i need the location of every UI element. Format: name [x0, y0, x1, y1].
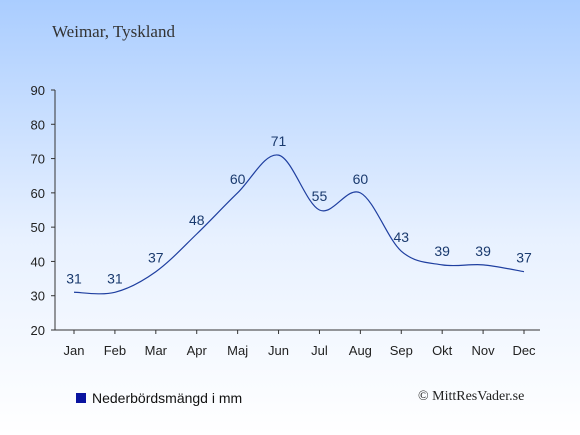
y-tick-label-40: 40 [31, 254, 45, 269]
credit-text: © MittResVader.se [418, 389, 525, 404]
x-tick-label-Okt: Okt [432, 343, 453, 358]
x-tick-label-Jul: Jul [311, 343, 328, 358]
data-label-Apr: 48 [189, 212, 205, 228]
x-tick-label-Mar: Mar [145, 343, 168, 358]
x-tick-label-Feb: Feb [104, 343, 126, 358]
y-tick-label-80: 80 [31, 117, 45, 132]
y-tick-label-20: 20 [31, 323, 45, 338]
data-label-Jul: 55 [312, 188, 328, 204]
data-label-Maj: 60 [230, 171, 246, 187]
y-tick-label-90: 90 [31, 83, 45, 98]
x-tick-label-Apr: Apr [187, 343, 208, 358]
data-label-Nov: 39 [475, 243, 491, 259]
series-line-0 [73, 154, 525, 295]
legend-label: Nederbördsmängd i mm [92, 390, 243, 406]
data-label-Jun: 71 [271, 133, 287, 149]
data-label-Dec: 37 [516, 250, 532, 266]
data-label-Jan: 31 [66, 270, 82, 286]
x-tick-label-Sep: Sep [390, 343, 413, 358]
legend: Nederbördsmängd i mm [76, 390, 242, 406]
data-label-Sep: 43 [393, 229, 409, 245]
data-label-Aug: 60 [353, 171, 369, 187]
x-tick-label-Jun: Jun [268, 343, 289, 358]
x-tick-label-Dec: Dec [512, 343, 536, 358]
y-tick-label-70: 70 [31, 152, 45, 167]
data-label-Mar: 37 [148, 250, 164, 266]
y-tick-label-60: 60 [31, 186, 45, 201]
y-tick-label-50: 50 [31, 220, 45, 235]
legend-swatch [76, 393, 86, 403]
x-tick-label-Maj: Maj [227, 343, 248, 358]
data-label-Okt: 39 [434, 243, 450, 259]
x-tick-label-Jan: Jan [64, 343, 85, 358]
y-tick-label-30: 30 [31, 289, 45, 304]
x-tick-label-Aug: Aug [349, 343, 372, 358]
data-label-Feb: 31 [107, 270, 123, 286]
x-tick-label-Nov: Nov [472, 343, 496, 358]
chart-title: Weimar, Tyskland [52, 22, 175, 41]
